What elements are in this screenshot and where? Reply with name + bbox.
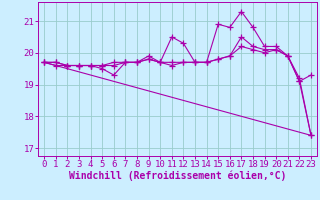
X-axis label: Windchill (Refroidissement éolien,°C): Windchill (Refroidissement éolien,°C) xyxy=(69,171,286,181)
